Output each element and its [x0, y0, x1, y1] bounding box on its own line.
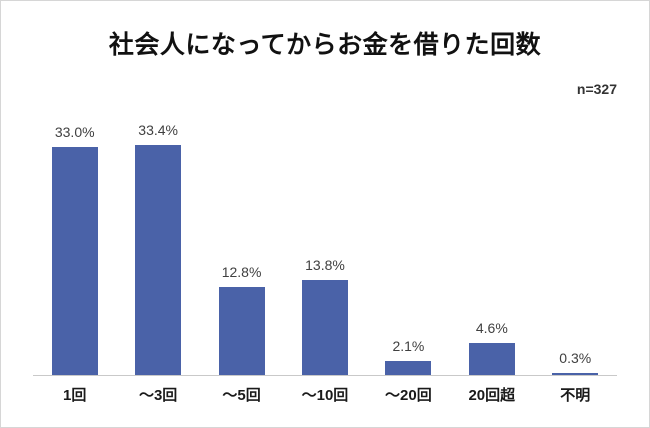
plot-area: 33.0% 33.4% 12.8% 13.8% 2.1% 4.6% 0.3% [33, 116, 617, 376]
bar-column: 33.0% [33, 124, 116, 375]
bar-value-label: 4.6% [475, 320, 508, 337]
bar-column: 0.3% [534, 350, 617, 375]
bar-column: 12.8% [200, 264, 283, 375]
bar-column: 33.4% [116, 122, 199, 375]
x-axis-category-label: ～10回 [301, 387, 349, 404]
bar-value-label: 33.4% [138, 121, 178, 138]
bar-column: 4.6% [450, 320, 533, 375]
bar-value-label: 0.3% [559, 349, 592, 366]
bar-value-label: 2.1% [392, 337, 425, 354]
bar-value-label: 33.0% [54, 124, 95, 141]
bar [552, 372, 599, 375]
bar [301, 279, 348, 375]
bar [468, 343, 515, 375]
bar [135, 144, 182, 375]
bar [385, 360, 432, 375]
x-axis-category-label: ～5回 [222, 387, 261, 404]
x-axis-category-label: 20回超 [468, 387, 516, 404]
x-axis-category-label: 不明 [560, 387, 591, 404]
bar-value-label: 12.8% [221, 263, 262, 280]
sample-size-label: n=327 [576, 81, 617, 97]
x-axis-category-label: 1回 [63, 387, 87, 404]
x-axis-category-label: ～20回 [385, 387, 432, 404]
bar [218, 286, 265, 375]
bar-value-label: 13.8% [305, 256, 345, 273]
x-axis-category-label: ～3回 [138, 387, 178, 404]
bar-column: 2.1% [367, 338, 450, 375]
bar-column: 13.8% [283, 257, 366, 375]
x-axis-labels: 1回 ～3回 ～5回 ～10回 ～20回 20回超 不明 [33, 384, 617, 405]
bar [51, 147, 98, 375]
chart-title: 社会人になってからお金を借りた回数 [108, 31, 542, 59]
